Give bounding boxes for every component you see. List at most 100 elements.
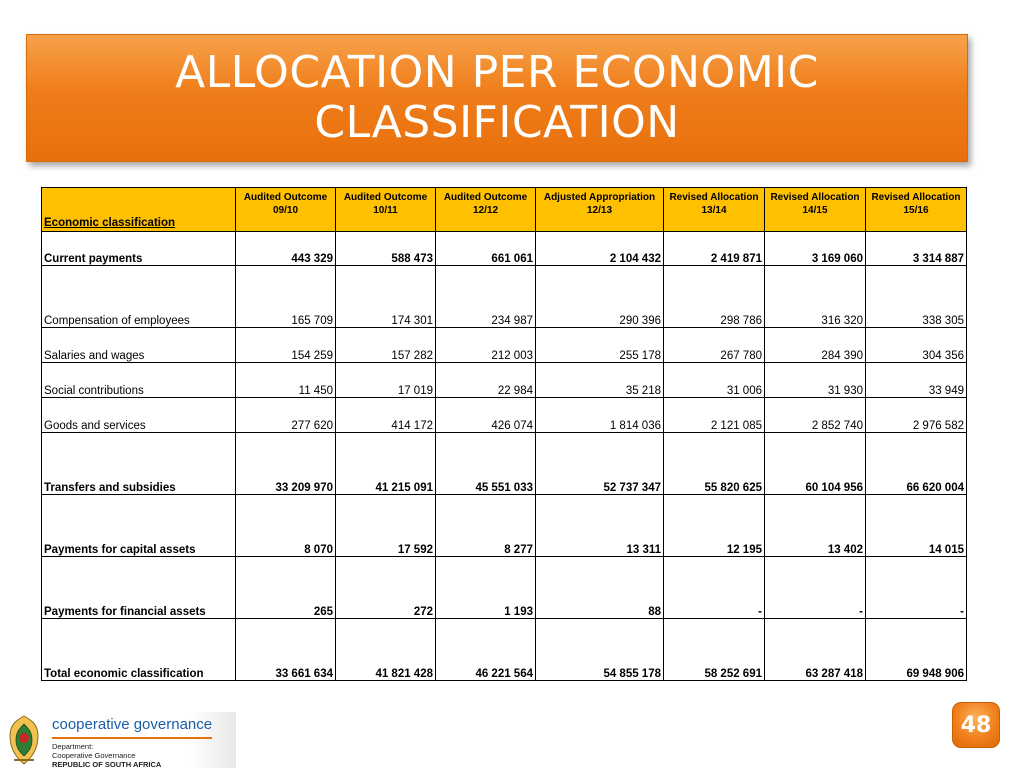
table-cell: 2 121 085 (663, 397, 765, 433)
table-cell: 443 329 (235, 231, 336, 266)
table-cell: 174 301 (335, 265, 436, 328)
table-cell: 316 320 (764, 265, 866, 328)
table-cell: 88 (535, 556, 664, 619)
column-header-1011: Audited Outcome 10/11 (335, 187, 436, 232)
table-row: Current payments 443 329 588 473 661 061 2 1… (41, 231, 967, 266)
slide-title-line-1: ALLOCATION PER ECONOMIC (175, 47, 819, 98)
table-cell: - (663, 556, 765, 619)
table-row: Transfers and subsidies 33 209 970 41 215 … (41, 432, 967, 495)
table-cell: 234 987 (435, 265, 536, 328)
table-cell: 11 450 (235, 362, 336, 398)
table-cell: 212 003 (435, 327, 536, 363)
table-cell: 154 259 (235, 327, 336, 363)
table-cell: 2 976 582 (865, 397, 967, 433)
table-cell: 33 209 970 (235, 432, 336, 495)
table-cell: 14 015 (865, 494, 967, 557)
table-cell: 8 277 (435, 494, 536, 557)
column-header-1213: Adjusted Appropriation 12/13 (535, 187, 664, 232)
table-cell: 33 661 634 (235, 618, 336, 681)
table-cell: 2 419 871 (663, 231, 765, 266)
row-label: Salaries and wages (41, 327, 236, 363)
coat-of-arms-icon (9, 715, 39, 765)
table-cell: 661 061 (435, 231, 536, 266)
table-cell: 3 169 060 (764, 231, 866, 266)
table-row: Payments for financial assets 265 272 1 193… (41, 556, 967, 619)
table-cell: 298 786 (663, 265, 765, 328)
row-label: Payments for capital assets (41, 494, 236, 557)
table-cell: 55 820 625 (663, 432, 765, 495)
row-label: Social contributions (41, 362, 236, 398)
table-cell: 41 215 091 (335, 432, 436, 495)
row-label: Transfers and subsidies (41, 432, 236, 495)
table-cell: 63 287 418 (764, 618, 866, 681)
table-cell: 52 737 347 (535, 432, 664, 495)
table-cell: 272 (335, 556, 436, 619)
table-cell: 165 709 (235, 265, 336, 328)
table-row: Social contributions 11 450 17 019 22 984 35… (41, 362, 967, 398)
page-number-badge: 48 (952, 702, 1000, 748)
table-cell: 267 780 (663, 327, 765, 363)
table-cell: 12 195 (663, 494, 765, 557)
logo-department-label: Department: (52, 742, 94, 751)
table-cell: 304 356 (865, 327, 967, 363)
row-label: Goods and services (41, 397, 236, 433)
table-cell: 31 006 (663, 362, 765, 398)
logo-country: REPUBLIC OF SOUTH AFRICA (52, 760, 162, 769)
table-cell: 13 402 (764, 494, 866, 557)
table-cell: 2 104 432 (535, 231, 664, 266)
table-row: Goods and services 277 620 414 172 426 074 1… (41, 397, 967, 433)
logo-department-name: Cooperative Governance (52, 751, 136, 760)
table-cell: 426 074 (435, 397, 536, 433)
table-cell: 255 178 (535, 327, 664, 363)
table-row: Payments for capital assets 8 070 17 592 8 … (41, 494, 967, 557)
row-label: Payments for financial assets (41, 556, 236, 619)
table-cell: 265 (235, 556, 336, 619)
table-body: Current payments 443 329 588 473 661 061 2 1… (41, 231, 967, 681)
table-cell: 284 390 (764, 327, 866, 363)
table-cell: 54 855 178 (535, 618, 664, 681)
table-cell: 58 252 691 (663, 618, 765, 681)
table-cell: 45 551 033 (435, 432, 536, 495)
table-cell: 66 620 004 (865, 432, 967, 495)
table-row: Salaries and wages 154 259 157 282 212 003 2… (41, 327, 967, 363)
table-cell: 17 592 (335, 494, 436, 557)
column-header-0910: Audited Outcome 09/10 (235, 187, 336, 232)
logo-divider (52, 737, 212, 739)
table-cell: 338 305 (865, 265, 967, 328)
row-label: Current payments (41, 231, 236, 266)
table-row: Total economic classification 33 661 634 4… (41, 618, 967, 681)
column-header-classification: Economic classification (41, 187, 236, 232)
table-cell: 46 221 564 (435, 618, 536, 681)
row-label: Compensation of employees (41, 265, 236, 328)
table-cell: 31 930 (764, 362, 866, 398)
table-cell: 17 019 (335, 362, 436, 398)
column-header-1415: Revised Allocation 14/15 (764, 187, 866, 232)
row-label: Total economic classification (41, 618, 236, 681)
table-cell: 1 193 (435, 556, 536, 619)
table-cell: 69 948 906 (865, 618, 967, 681)
slide-title-line-2: CLASSIFICATION (314, 97, 680, 148)
table-cell: 22 984 (435, 362, 536, 398)
table-cell: 2 852 740 (764, 397, 866, 433)
table-cell: 13 311 (535, 494, 664, 557)
table-cell: 33 949 (865, 362, 967, 398)
title-banner: ALLOCATION PER ECONOMIC CLASSIFICATION (26, 34, 968, 162)
table-cell: 588 473 (335, 231, 436, 266)
table-cell: 8 070 (235, 494, 336, 557)
column-header-1516: Revised Allocation 15/16 (865, 187, 967, 232)
column-header-1314: Revised Allocation 13/14 (663, 187, 765, 232)
department-logo: cooperative governance Department: Coope… (0, 712, 236, 769)
table-cell: 414 172 (335, 397, 436, 433)
table-cell: 35 218 (535, 362, 664, 398)
table-row: Compensation of employees 165 709 174 301 2… (41, 265, 967, 328)
table-cell: - (764, 556, 866, 619)
allocation-table: Economic classification Audited Outcome … (41, 187, 967, 681)
table-cell: 3 314 887 (865, 231, 967, 266)
table-cell: 157 282 (335, 327, 436, 363)
table-cell: - (865, 556, 967, 619)
table-cell: 41 821 428 (335, 618, 436, 681)
logo-title: cooperative governance (52, 716, 213, 733)
table-cell: 277 620 (235, 397, 336, 433)
column-header-1212: Audited Outcome 12/12 (435, 187, 536, 232)
table-header-row: Economic classification Audited Outcome … (41, 187, 967, 232)
